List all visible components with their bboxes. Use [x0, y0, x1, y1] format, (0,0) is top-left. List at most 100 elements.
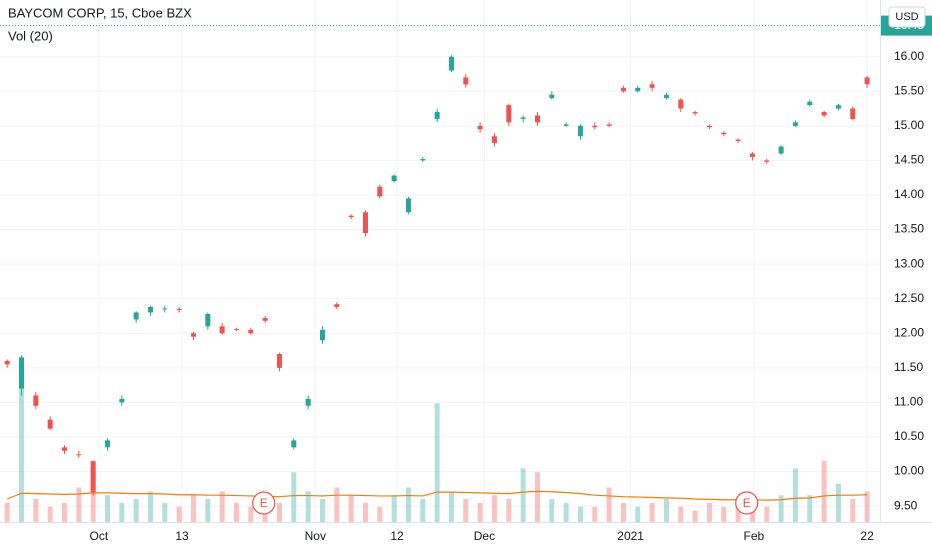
- candle-body: [850, 108, 856, 119]
- volume-bar: [592, 506, 598, 522]
- volume-bar: [248, 506, 254, 522]
- candle-body: [248, 329, 254, 334]
- x-tick-label: 2021: [617, 529, 644, 543]
- candle-body: [119, 398, 125, 403]
- candle-body: [434, 112, 440, 119]
- volume-bar: [606, 487, 612, 522]
- volume-bar: [506, 499, 512, 522]
- volume-bar: [549, 499, 555, 522]
- x-tick-label: Nov: [305, 529, 326, 543]
- candle-body: [33, 395, 39, 406]
- candle-body: [520, 117, 526, 119]
- candle-body: [864, 77, 870, 85]
- candle-body: [420, 159, 426, 161]
- candle-body: [47, 419, 53, 429]
- candle-body: [133, 312, 139, 320]
- candle-body: [764, 160, 770, 162]
- candle-body: [563, 124, 569, 126]
- y-tick-label: 14.50: [894, 153, 924, 167]
- volume-label: Vol (20): [8, 28, 53, 43]
- candle-body: [491, 136, 497, 144]
- volume-bar: [305, 491, 311, 522]
- volume-bar: [348, 495, 354, 522]
- candle-body: [649, 84, 655, 88]
- volume-bar: [205, 499, 211, 522]
- x-tick-label: 12: [390, 529, 404, 543]
- y-tick-label: 13.50: [894, 222, 924, 236]
- candle-body: [377, 186, 383, 197]
- candle-body: [147, 306, 153, 313]
- candle-body: [606, 124, 612, 126]
- candle-body: [319, 329, 325, 341]
- volume-bar: [835, 483, 841, 522]
- candle-body: [778, 146, 784, 154]
- candle-body: [276, 353, 282, 368]
- volume-bar: [176, 506, 182, 522]
- volume-bar: [448, 491, 454, 522]
- volume-bar: [821, 460, 827, 522]
- candle-body: [635, 87, 641, 92]
- volume-bar: [147, 491, 153, 522]
- earnings-marker: [735, 491, 759, 515]
- candle-body: [448, 56, 454, 71]
- currency-button[interactable]: [888, 6, 926, 28]
- candle-body: [219, 326, 225, 334]
- currency-label[interactable]: USD: [895, 11, 918, 23]
- volume-bar: [334, 487, 340, 522]
- candle-body: [205, 313, 211, 327]
- volume-bar: [635, 506, 641, 522]
- candle-body: [162, 308, 168, 310]
- y-tick-label: 14.00: [894, 187, 924, 201]
- candle-body: [592, 125, 598, 128]
- volume-bar: [219, 491, 225, 522]
- volume-bar: [563, 502, 569, 522]
- volume-bar: [864, 491, 870, 522]
- y-tick-label: 15.00: [894, 118, 924, 132]
- y-tick-label: 10.50: [894, 429, 924, 443]
- candle-body: [176, 309, 182, 311]
- volume-bar: [362, 502, 368, 522]
- volume-bar: [76, 487, 82, 522]
- volume-bar: [33, 499, 39, 522]
- volume-bar: [620, 502, 626, 522]
- candle-body: [104, 440, 110, 448]
- volume-bar: [276, 502, 282, 522]
- volume-bar: [850, 499, 856, 522]
- volume-ma-line: [6, 490, 868, 501]
- earnings-marker: [252, 491, 276, 515]
- y-tick-label: 11.00: [894, 395, 923, 409]
- volume-bar: [491, 495, 497, 522]
- volume-bar: [706, 502, 712, 522]
- chart-title: BAYCOM CORP, 15, Cboe BZX: [8, 5, 192, 20]
- volume-bar: [534, 472, 540, 522]
- y-tick-label: 16.00: [894, 49, 924, 63]
- volume-bar: [764, 506, 770, 522]
- candle-body: [749, 153, 755, 157]
- candle-body: [405, 198, 411, 213]
- earnings-label: E: [260, 496, 268, 510]
- x-tick-label: Dec: [474, 529, 495, 543]
- candle-body: [61, 447, 67, 451]
- candle-body: [735, 139, 741, 142]
- volume-bar: [678, 506, 684, 522]
- candle-body: [334, 304, 340, 307]
- y-tick-label: 10.00: [894, 464, 924, 478]
- candle-body: [807, 101, 813, 106]
- x-tick-label: Feb: [744, 529, 765, 543]
- volume-bar: [162, 502, 168, 522]
- candle-body: [362, 212, 368, 233]
- candle-body: [233, 329, 239, 331]
- candle-body: [706, 125, 712, 128]
- candle-body: [620, 87, 626, 92]
- candle-body: [190, 333, 196, 337]
- volume-bar: [577, 506, 583, 522]
- volume-bar: [133, 499, 139, 522]
- candle-body: [262, 318, 268, 321]
- y-tick-label: 13.00: [894, 256, 924, 270]
- volume-bar: [792, 468, 798, 522]
- x-tick-label: Oct: [90, 529, 109, 543]
- candle-body: [348, 215, 354, 218]
